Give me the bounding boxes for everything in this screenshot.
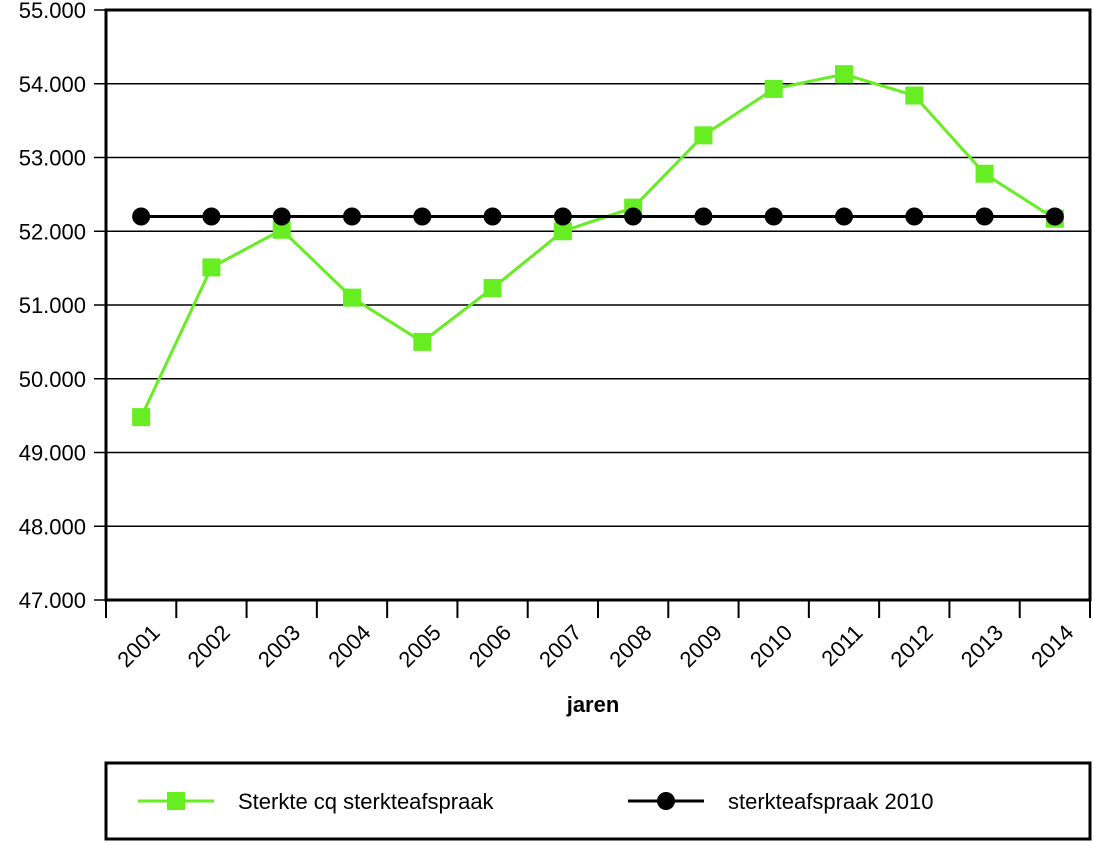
- y-tick-label: 52.000: [19, 219, 86, 244]
- y-tick-label: 51.000: [19, 293, 86, 318]
- y-tick-label: 50.000: [19, 367, 86, 392]
- data-point-square: [764, 79, 783, 98]
- data-point-square: [694, 126, 713, 145]
- legend-swatch-circle: [657, 792, 675, 810]
- y-tick-label: 47.000: [19, 588, 86, 613]
- data-point-square: [413, 332, 432, 351]
- data-point-circle: [343, 207, 361, 226]
- data-point-square: [975, 164, 994, 183]
- data-point-square: [202, 258, 221, 277]
- legend-item-1: Sterkte cq sterkteafspraak: [138, 789, 495, 814]
- x-tick-label: 2003: [253, 620, 305, 672]
- x-tick-label: 2011: [816, 620, 867, 671]
- x-tick-label: 2008: [604, 620, 656, 672]
- y-tick-label: 55.000: [19, 0, 86, 23]
- x-tick-label: 2014: [1026, 620, 1078, 672]
- legend-item-2: sterkteafspraak 2010: [628, 789, 933, 814]
- data-point-circle: [905, 207, 924, 226]
- x-tick-label: 2007: [534, 620, 586, 672]
- data-point-square: [483, 279, 502, 298]
- legend-label: sterkteafspraak 2010: [728, 789, 933, 814]
- data-point-square: [343, 288, 361, 307]
- y-tick-label: 54.000: [19, 72, 86, 97]
- x-tick-label: 2013: [956, 620, 1008, 672]
- data-point-square: [835, 65, 853, 84]
- x-tick-label: 2012: [886, 620, 938, 672]
- data-point-circle: [764, 207, 783, 226]
- plot-area-frame: [104, 8, 1092, 602]
- x-tick-label: 2004: [323, 620, 375, 672]
- series-lines: [132, 65, 1064, 427]
- data-point-circle: [483, 207, 502, 226]
- data-point-circle: [624, 207, 643, 226]
- x-tick-label: 2009: [675, 620, 727, 672]
- x-tick-label: 2005: [394, 620, 446, 672]
- data-point-circle: [413, 207, 432, 226]
- x-tick-label: 2002: [183, 620, 235, 672]
- legend-frame: [104, 761, 1092, 841]
- x-tick-label: 2001: [112, 620, 164, 672]
- y-axis-ticks: 47.000 48.000 49.000 50.000 51.000 52.000 53.0…: [19, 0, 86, 613]
- series-2: [132, 207, 1064, 226]
- legend-label: Sterkte cq sterkteafspraak: [238, 789, 495, 814]
- x-axis-ticks: 2001 2002 2003 2004 2005 2006 2007 2008 2009 2010…: [105, 600, 1091, 672]
- x-axis-label: jaren: [566, 692, 620, 717]
- data-point-square: [272, 220, 291, 239]
- data-point-circle: [694, 207, 713, 226]
- y-tick-label: 53.000: [19, 146, 86, 171]
- x-tick-label: 2006: [464, 620, 516, 672]
- legend-swatch-square: [167, 792, 185, 810]
- data-point-circle: [835, 207, 853, 226]
- data-point-square: [132, 408, 151, 427]
- data-point-circle: [1045, 207, 1064, 226]
- gridlines: [94, 9, 1090, 601]
- data-point-circle: [553, 207, 572, 226]
- data-point-circle: [975, 207, 994, 226]
- data-point-square: [905, 86, 924, 105]
- y-tick-label: 48.000: [19, 514, 86, 539]
- data-point-circle: [202, 207, 221, 226]
- data-point-circle: [272, 207, 291, 226]
- legend: Sterkte cq sterkteafspraak sterkteafspraa…: [104, 761, 1092, 841]
- y-tick-label: 49.000: [19, 441, 86, 466]
- data-point-circle: [132, 207, 151, 226]
- series-1: [132, 65, 1064, 427]
- series-line: [139, 72, 1056, 418]
- x-tick-label: 2010: [745, 620, 797, 672]
- data-point-square: [553, 222, 572, 241]
